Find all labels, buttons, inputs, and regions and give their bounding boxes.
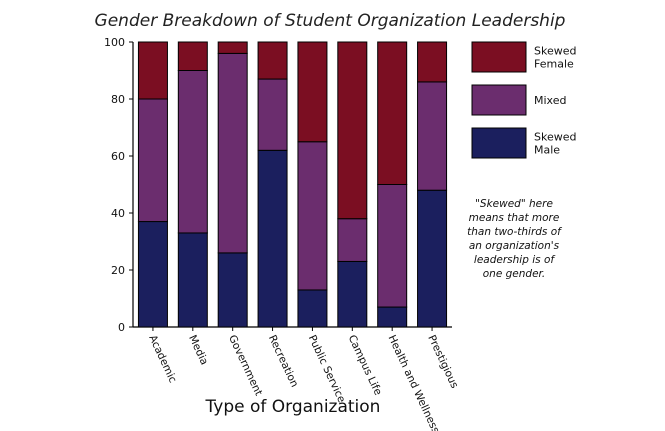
x-tick-label: Media — [186, 333, 210, 367]
legend: Skewed Female Mixed Skewed Male — [471, 41, 576, 159]
x-tick-label: Government — [226, 333, 265, 397]
legend-swatch — [471, 84, 527, 116]
x-tick-label: Academic — [146, 333, 179, 385]
x-tick-label: Public Service — [306, 333, 348, 404]
bar-skewed-female — [297, 41, 328, 143]
x-tick-label: Prestigious — [425, 333, 460, 390]
legend-swatch — [471, 127, 527, 159]
bar-mixed — [257, 78, 288, 151]
y-tick-label: 60 — [111, 150, 125, 163]
y-tick-label: 40 — [111, 207, 125, 220]
bar-skewed-female — [177, 41, 208, 71]
y-tick-label: 100 — [104, 36, 125, 49]
bar-skewed-male — [177, 232, 208, 328]
bar-skewed-male — [417, 189, 448, 328]
bar-skewed-male — [377, 306, 408, 328]
bar-skewed-male — [257, 149, 288, 328]
skewed-annotation: "Skewed" here means that more than two-thi… — [467, 198, 563, 280]
y-tick-label: 80 — [111, 93, 125, 106]
y-tick-label: 20 — [111, 264, 125, 277]
bar-skewed-male — [337, 260, 368, 328]
x-tick-label: Recreation — [266, 333, 301, 389]
chart-title: Gender Breakdown of Student Organization… — [95, 11, 566, 31]
x-tick-label: Campus Life — [346, 333, 384, 397]
bar-skewed-female — [377, 41, 408, 185]
bar-skewed-female — [337, 41, 368, 220]
bar-mixed — [377, 184, 408, 308]
x-axis-label: Type of Organization — [205, 397, 381, 417]
legend-label: Mixed — [534, 94, 566, 107]
plot-area: 0 20 40 60 80 100 Academic Media Government Recre… — [104, 36, 460, 431]
legend-swatch — [471, 41, 527, 73]
bar-mixed — [337, 218, 368, 262]
bar-skewed-female — [417, 41, 448, 83]
bar-skewed-male — [297, 289, 328, 328]
bar-mixed — [217, 52, 248, 254]
bar-mixed — [297, 141, 328, 291]
bar-skewed-female — [257, 41, 288, 80]
bar-skewed-female — [137, 41, 168, 100]
legend-label: Skewed Male — [534, 131, 576, 157]
y-tick-label: 0 — [118, 321, 125, 334]
bar-skewed-male — [217, 252, 248, 328]
bar-mixed — [177, 70, 208, 234]
bar-mixed — [137, 98, 168, 223]
bar-skewed-female — [217, 41, 248, 54]
bar-skewed-male — [137, 221, 168, 328]
legend-label: Skewed Female — [534, 45, 576, 71]
bar-mixed — [417, 81, 448, 191]
